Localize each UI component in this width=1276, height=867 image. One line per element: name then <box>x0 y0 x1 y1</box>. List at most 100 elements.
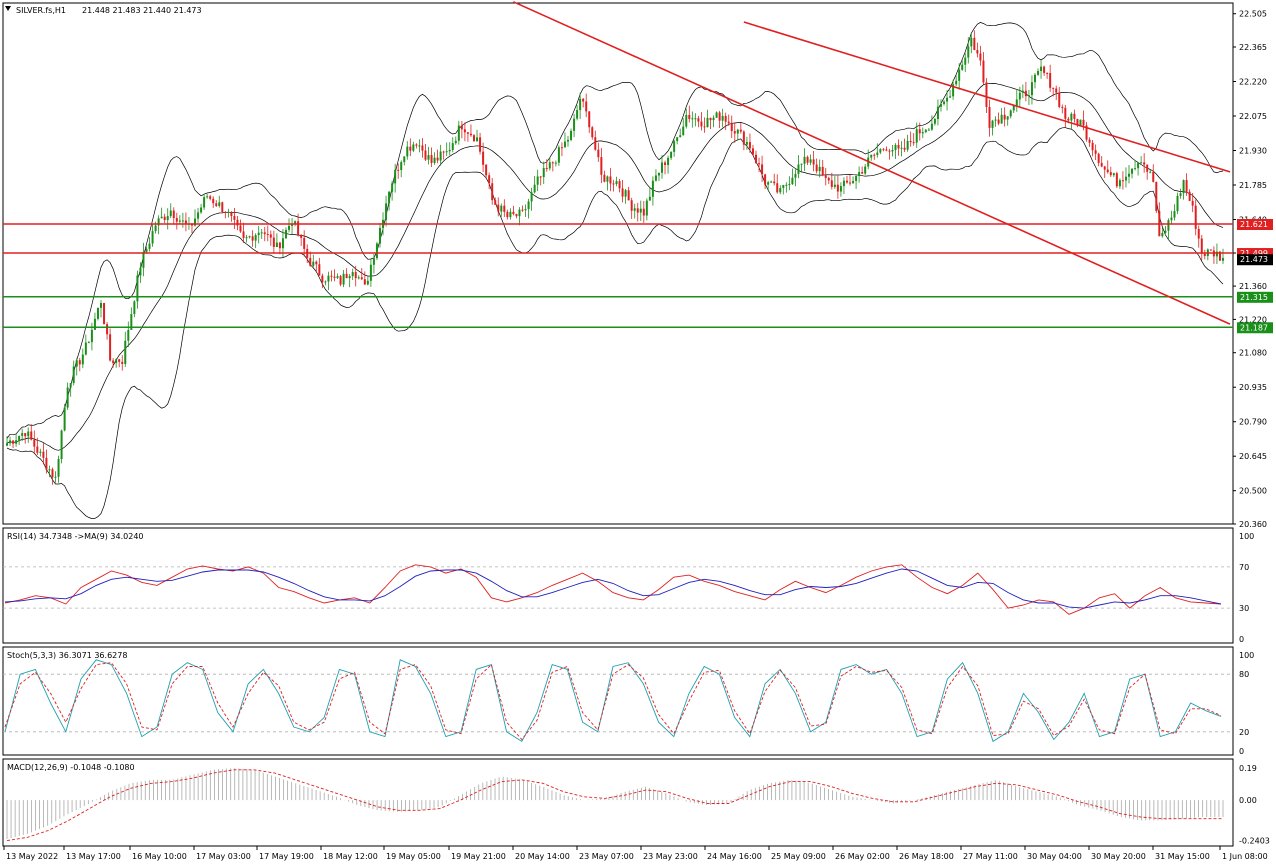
candle-body <box>721 115 724 121</box>
candle-body <box>1188 191 1191 201</box>
candle-body <box>1164 230 1167 233</box>
candle-body <box>200 207 203 213</box>
candle-body <box>703 126 706 128</box>
resistance-level-label: 21.621 <box>1240 220 1268 229</box>
candle-body <box>1085 125 1088 140</box>
candle-body <box>621 188 624 197</box>
candle-body <box>1070 113 1073 121</box>
macd-pane[interactable]: 0.19 0.00 -0.2403 MACD(12,26,9) -0.1048 -0.… <box>2 758 1270 847</box>
stoch-tick-label: 100 <box>1239 651 1254 660</box>
candle-body <box>409 146 412 151</box>
candle-body <box>112 360 115 364</box>
candle-body <box>297 221 300 236</box>
time-tick-label: 19 May 05:00 <box>386 852 441 861</box>
time-axis: 13 May 2022 13 May 17:00 16 May 10:00 17 Ma… <box>3 846 1268 861</box>
time-tick-label: 31 May 15:00 <box>1155 852 1210 861</box>
candle-body <box>1100 162 1103 167</box>
candle-body <box>321 275 324 283</box>
candle-body <box>69 383 72 388</box>
candle-body <box>318 264 321 276</box>
candle-body <box>794 173 797 178</box>
candle-body <box>1021 90 1024 93</box>
candle-body <box>800 163 803 165</box>
candles-group <box>6 30 1224 485</box>
candle-body <box>181 220 184 222</box>
candle-body <box>6 443 8 446</box>
candle-body <box>448 149 451 152</box>
candle-body <box>918 129 921 134</box>
candle-body <box>351 272 354 277</box>
candle-body <box>257 232 260 236</box>
candle-body <box>1055 88 1058 93</box>
candle-body <box>1012 105 1015 111</box>
candle-body <box>251 236 254 241</box>
candle-body <box>946 97 949 102</box>
candle-body <box>736 129 739 134</box>
stochastic-pane[interactable]: 100 80 20 0 Stoch(5,3,3) 36.3071 36.6278 <box>2 646 1254 756</box>
candle-body <box>842 180 845 187</box>
candle-body <box>927 129 930 131</box>
candle-body <box>518 209 521 217</box>
candle-body <box>845 180 848 183</box>
candle-body <box>551 162 554 164</box>
candle-body <box>682 126 685 136</box>
candle-body <box>406 146 409 157</box>
candle-body <box>542 167 545 178</box>
candle-body <box>148 243 151 249</box>
candle-body <box>9 440 12 444</box>
candle-body <box>391 183 394 192</box>
time-tick-label: 27 May 11:00 <box>963 852 1018 861</box>
candle-body <box>755 154 758 164</box>
candle-body <box>385 203 388 220</box>
candle-body <box>1027 95 1030 97</box>
candle-body <box>378 227 381 244</box>
candle-body <box>870 154 873 158</box>
candle-body <box>121 361 124 364</box>
dropdown-triangle-icon[interactable] <box>5 6 11 11</box>
bollinger-upper-band <box>6 22 1224 439</box>
candle-body <box>503 205 506 212</box>
candle-body <box>527 201 530 210</box>
candle-body <box>797 164 800 174</box>
candle-body <box>618 181 621 189</box>
candle-body <box>124 340 127 364</box>
candle-body <box>676 137 679 142</box>
candle-body <box>861 172 864 174</box>
candle-body <box>175 218 178 222</box>
price-pane[interactable]: 22.505 22.365 22.220 22.075 21.930 21.785 21.6… <box>2 1 1273 529</box>
candle-body <box>809 159 812 163</box>
candle-body <box>224 211 227 213</box>
candle-body <box>603 174 606 182</box>
price-tick-label: 20.790 <box>1239 418 1267 427</box>
candle-body <box>615 181 618 185</box>
candle-body <box>78 360 81 365</box>
candle-body <box>939 103 942 107</box>
price-tick-label: 22.365 <box>1239 43 1267 52</box>
candle-body <box>1179 193 1182 196</box>
macd-frame <box>2 758 1234 847</box>
candle-body <box>824 175 827 178</box>
candle-body <box>548 162 551 169</box>
time-tick-label: 17 May 19:00 <box>259 852 314 861</box>
macd-title: MACD(12,26,9) -0.1048 -0.1080 <box>7 763 135 772</box>
time-tick-label: 23 May 23:00 <box>643 852 698 861</box>
candle-body <box>712 117 715 121</box>
candle-body <box>96 307 99 319</box>
candle-body <box>961 64 964 70</box>
candle-body <box>24 433 27 437</box>
time-tick-label: 30 May 04:00 <box>1027 852 1082 861</box>
macd-tick-label: 0.19 <box>1239 764 1257 773</box>
candle-body <box>594 137 597 150</box>
candle-body <box>888 150 891 152</box>
candle-body <box>81 354 84 365</box>
candle-body <box>654 175 657 181</box>
candle-body <box>821 166 824 176</box>
rsi-pane[interactable]: 100 70 30 0 RSI(14) 34.7348 ->MA(9) 34.0240 <box>2 527 1254 644</box>
candle-body <box>412 144 415 151</box>
candle-body <box>1091 142 1094 151</box>
candle-body <box>472 135 475 142</box>
candle-body <box>221 202 224 212</box>
candle-body <box>706 117 709 128</box>
